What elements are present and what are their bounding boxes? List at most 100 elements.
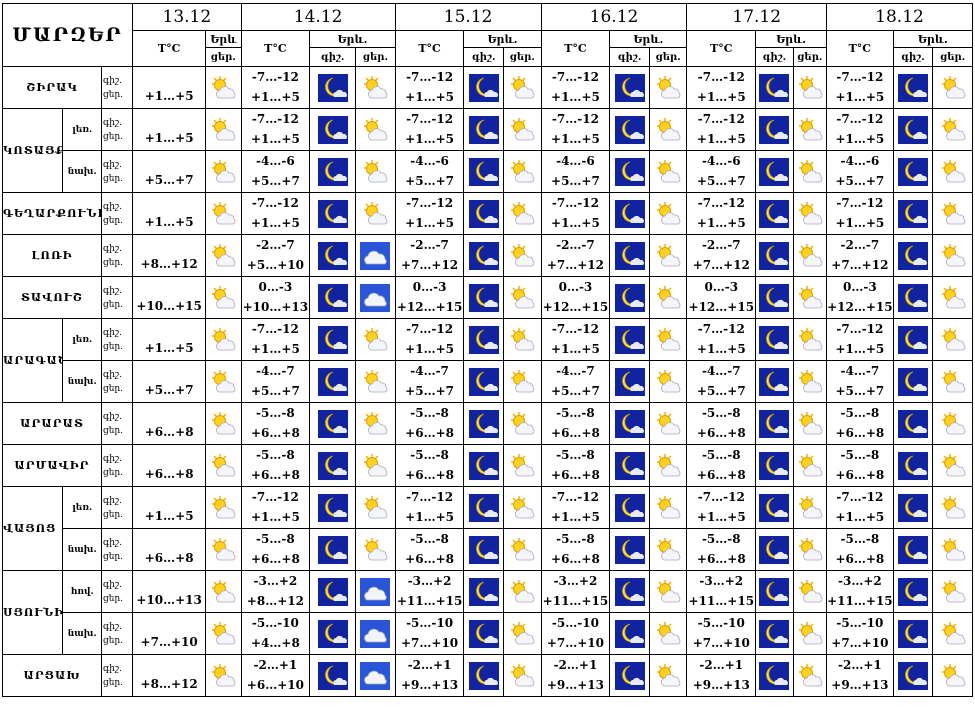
moon-cloud-icon <box>463 444 505 487</box>
temperature-value: +11…+15 <box>827 593 893 608</box>
temperature-value: +1…+5 <box>405 215 454 230</box>
sun-cloud-icon <box>355 486 396 529</box>
moon-cloud-icon <box>309 66 357 109</box>
temperature-cell: -7…-12 +1…+5 <box>540 66 611 109</box>
moon-cloud-icon <box>755 108 794 151</box>
temperature-cell: -5…-10 +4…+8 <box>240 612 311 655</box>
moon-cloud-icon <box>463 402 505 445</box>
sun-cloud-icon <box>941 159 965 182</box>
moon-cloud-icon <box>463 654 505 697</box>
sun-cloud-icon <box>792 318 828 361</box>
temperature-cell: -7…-12 +1…+5 <box>826 486 894 529</box>
temperature-cell: -3…+2 +11…+15 <box>826 570 894 613</box>
sun-cloud-icon <box>648 234 688 277</box>
sun-cloud-icon <box>941 369 965 392</box>
sun-cloud-icon <box>511 579 535 602</box>
moon-cloud-icon <box>614 199 645 228</box>
temperature-cell: -3…+2 +11…+15 <box>686 570 757 613</box>
temperature-cell: -4…-6 +5…+7 <box>240 150 311 193</box>
temperature-value: +12…+15 <box>542 299 609 314</box>
table-row: ԿՈՏԱՅՔ լեռ. գիշ. ցեր. +1…+5 -7…-12 +1…+5 -7…-12… <box>1 108 973 193</box>
sun-cloud-icon <box>657 117 681 140</box>
sun-cloud-icon <box>932 570 973 613</box>
temperature-value: +1…+5 <box>144 130 194 145</box>
temperature-value: -7…-12 <box>406 195 454 210</box>
sun-cloud-icon <box>798 75 823 98</box>
temperature-value: -5…-8 <box>840 531 880 546</box>
sun-cloud-icon <box>355 528 396 571</box>
sun-cloud-icon <box>657 75 681 98</box>
sun-cloud-icon <box>355 444 396 487</box>
temperature-value: -7…-12 <box>697 195 745 210</box>
moon-cloud-icon <box>463 66 505 109</box>
day-label: ցեր. <box>102 299 124 310</box>
table-row: նախ. գիշ. ցեր. +5…+7 -4…-7 +5…+7 -4…-7 +5…+7 -4…… <box>3 360 973 403</box>
temperature-cell: -2…+1 +9…+13 <box>394 654 465 697</box>
sun-cloud-icon <box>364 117 388 140</box>
temperature-value: +7…+12 <box>692 257 750 272</box>
sun-cloud-icon <box>941 453 965 476</box>
temperature-cell: -5…-8 +6…+8 <box>394 444 465 487</box>
table-row: նախ. գիշ. ցեր. +5…+7 -4…-6 +5…+7 -4…-6 +5…+7 -4…… <box>3 150 973 193</box>
temperature-value: -2…+1 <box>699 657 744 672</box>
moon-cloud-icon <box>609 318 650 361</box>
sun-cloud-icon <box>205 192 242 235</box>
moon-cloud-icon <box>892 444 934 487</box>
temperature-cell: -2…+1 +9…+13 <box>686 654 757 697</box>
sun-cloud-icon <box>792 612 828 655</box>
moon-cloud-icon <box>755 444 794 487</box>
temperature-value: -4…-6 <box>556 153 595 168</box>
moon-cloud-icon <box>317 325 348 354</box>
temperature-value: +1…+5 <box>696 215 746 230</box>
temperature-cell: +7…+10 <box>132 612 207 655</box>
sun-cloud-icon <box>941 75 965 98</box>
moon-cloud-icon <box>614 409 645 438</box>
temperature-cell: +6…+8 <box>132 528 207 571</box>
temperature-value: 0…-3 <box>412 279 447 294</box>
temperature-value: -3…+2 <box>407 573 452 588</box>
temperature-cell: -2…+1 +6…+10 <box>240 654 311 697</box>
temperature-value: +6…+8 <box>551 467 600 482</box>
temperature-value: -7…-12 <box>551 111 599 126</box>
moon-cloud-icon <box>614 619 645 648</box>
temperature-value: +1…+5 <box>696 509 746 524</box>
temperature-cell: -7…-12 +1…+5 <box>540 486 611 529</box>
sun-cloud-icon <box>932 108 973 151</box>
night-header: գիշ. <box>609 47 650 67</box>
sun-cloud-icon <box>212 159 236 182</box>
night-header: գիշ. <box>755 47 794 67</box>
temperature-cell: -7…-12 +1…+5 <box>240 192 311 235</box>
temperature-value: +1…+5 <box>696 131 746 146</box>
moon-cloud-icon <box>755 570 794 613</box>
day-label: ցեր. <box>102 593 124 604</box>
sun-cloud-icon <box>364 453 388 476</box>
table-row: ԱՐՄԱՎԻՐ գիշ. ցեր. +6…+8 -5…-8 +6…+8 -5…-8 +6…+8… <box>2 444 973 487</box>
sun-cloud-icon <box>932 66 973 109</box>
sun-cloud-icon <box>648 528 688 571</box>
temperature-value: +6…+8 <box>696 467 746 482</box>
night-label: գիշ. <box>102 621 122 632</box>
moon-cloud-icon <box>759 115 790 144</box>
sun-cloud-icon <box>355 150 396 193</box>
moon-cloud-icon <box>759 325 790 354</box>
temperature-cell: -2…-7 +5…+10 <box>240 234 311 277</box>
sun-cloud-icon <box>798 327 823 350</box>
sun-cloud-icon <box>798 369 823 392</box>
moon-cloud-icon <box>309 444 357 487</box>
moon-cloud-icon <box>609 234 650 277</box>
sun-cloud-icon <box>212 621 236 644</box>
temperature-value: -5…-8 <box>556 405 595 420</box>
temperature-value: +5…+7 <box>551 173 600 188</box>
temperature-value: -5…-8 <box>256 447 295 462</box>
sun-cloud-icon <box>205 360 242 403</box>
moon-cloud-icon <box>755 234 794 277</box>
temperature-value: +1…+5 <box>835 341 885 356</box>
temperature-value: -3…+2 <box>553 573 598 588</box>
moon-cloud-icon <box>897 283 928 312</box>
sun-cloud-icon <box>205 528 242 571</box>
temperature-value: -7…-12 <box>406 489 454 504</box>
temp-header: T°C <box>540 30 611 67</box>
moon-cloud-icon <box>468 199 499 228</box>
temperature-cell: -7…-12 +1…+5 <box>540 318 611 361</box>
sun-cloud-icon <box>503 402 542 445</box>
